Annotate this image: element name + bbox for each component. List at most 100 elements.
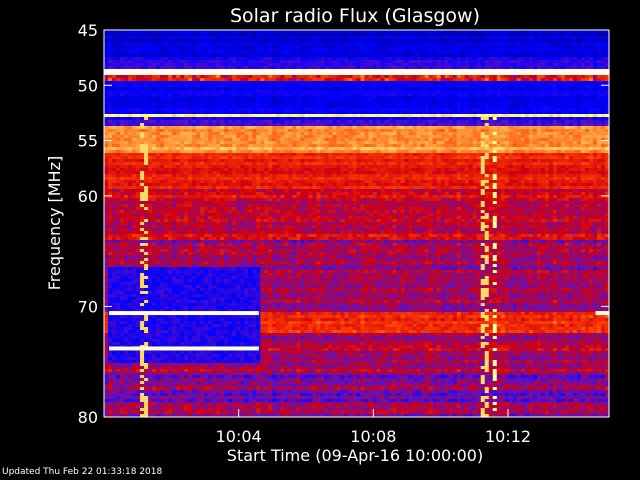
heatmap-cell	[200, 72, 205, 76]
heatmap-cell	[392, 42, 398, 46]
heatmap-cell	[124, 30, 129, 34]
heatmap-cell	[420, 105, 426, 109]
heatmap-cell	[412, 93, 418, 97]
heatmap-cell	[332, 117, 338, 121]
heatmap-cell	[224, 84, 229, 88]
heatmap-cell	[324, 111, 330, 115]
heatmap-cell	[392, 93, 398, 97]
heatmap-cell	[400, 42, 406, 46]
heatmap-cell	[236, 120, 241, 124]
heatmap-cell	[256, 42, 261, 46]
heatmap-cell	[104, 72, 109, 76]
heatmap-cell	[328, 132, 334, 136]
heatmap-cell	[324, 63, 330, 67]
heatmap-cell	[516, 114, 522, 118]
heatmap-cell	[532, 39, 538, 43]
heatmap-cell	[432, 126, 438, 130]
heatmap-cell	[120, 69, 125, 73]
heatmap-cell	[224, 48, 229, 52]
heatmap-cell	[496, 120, 502, 124]
heatmap-cell	[508, 75, 514, 79]
heatmap-cell	[588, 144, 594, 148]
heatmap-cell	[572, 129, 578, 133]
heatmap-cell	[204, 138, 209, 142]
heatmap-cell	[220, 48, 225, 52]
heatmap-cell	[492, 81, 498, 85]
heatmap-cell	[340, 87, 346, 91]
heatmap-cell	[472, 102, 478, 106]
heatmap-cell	[544, 48, 550, 52]
heatmap-cell	[568, 87, 574, 91]
heatmap-cell	[212, 135, 217, 139]
heatmap-cell	[564, 60, 570, 64]
heatmap-cell	[104, 123, 109, 127]
heatmap-cell	[484, 69, 490, 73]
heatmap-cell	[604, 102, 610, 106]
heatmap-cell	[360, 42, 366, 46]
heatmap-cell	[396, 72, 402, 76]
heatmap-cell	[484, 99, 490, 103]
heatmap-cell	[392, 72, 398, 76]
heatmap-cell	[416, 141, 422, 145]
heatmap-cell	[536, 30, 542, 34]
heatmap-cell	[384, 117, 390, 121]
heatmap-cell	[532, 138, 538, 142]
heatmap-cell	[432, 78, 438, 82]
heatmap-cell	[352, 108, 358, 112]
heatmap-cell	[220, 57, 225, 61]
heatmap-cell	[160, 108, 165, 112]
heatmap-cell	[148, 87, 153, 91]
heatmap-cell	[192, 72, 197, 76]
heatmap-cell	[392, 30, 398, 34]
heatmap-cell	[284, 114, 289, 118]
heatmap-cell	[420, 96, 426, 100]
heatmap-cell	[504, 87, 510, 91]
heatmap-cell	[292, 66, 297, 70]
heatmap-cell	[540, 144, 546, 148]
heatmap-cell	[164, 42, 169, 46]
heatmap-cell	[460, 78, 466, 82]
heatmap-cell	[232, 105, 237, 109]
heatmap-cell	[328, 36, 334, 40]
heatmap-cell	[484, 81, 490, 85]
heatmap-cell	[188, 63, 193, 67]
heatmap-cell	[524, 102, 530, 106]
heatmap-cell	[404, 75, 410, 79]
heatmap-cell	[244, 99, 249, 103]
heatmap-cell	[532, 63, 538, 67]
heatmap-cell	[572, 123, 578, 127]
heatmap-cell	[296, 51, 301, 55]
heatmap-cell	[188, 30, 193, 34]
heatmap-cell	[508, 120, 514, 124]
heatmap-cell	[200, 51, 205, 55]
heatmap-cell	[196, 75, 201, 79]
heatmap-cell	[364, 96, 370, 100]
heatmap-cell	[416, 78, 422, 82]
heatmap-cell	[312, 90, 318, 94]
heatmap-cell	[356, 111, 362, 115]
heatmap-cell	[156, 84, 161, 88]
heatmap-cell	[380, 63, 386, 67]
heatmap-cell	[408, 147, 414, 151]
heatmap-cell	[168, 69, 173, 73]
heatmap-cell	[580, 117, 586, 121]
heatmap-cell	[576, 108, 582, 112]
heatmap-cell	[152, 48, 157, 52]
heatmap-cell	[536, 108, 542, 112]
heatmap-cell	[336, 69, 342, 73]
heatmap-cell	[444, 78, 450, 82]
heatmap-cell	[332, 120, 338, 124]
heatmap-cell	[380, 123, 386, 127]
heatmap-cell	[440, 87, 446, 91]
heatmap-cell	[308, 120, 314, 124]
heatmap-cell	[220, 138, 225, 142]
heatmap-cell	[288, 33, 293, 37]
heatmap-cell	[548, 135, 554, 139]
heatmap-cell	[252, 111, 257, 115]
heatmap-cell	[244, 63, 249, 67]
heatmap-cell	[492, 63, 498, 67]
heatmap-cell	[452, 111, 458, 115]
heatmap-cell	[432, 114, 438, 118]
heatmap-cell	[404, 69, 410, 73]
heatmap-cell	[400, 69, 406, 73]
